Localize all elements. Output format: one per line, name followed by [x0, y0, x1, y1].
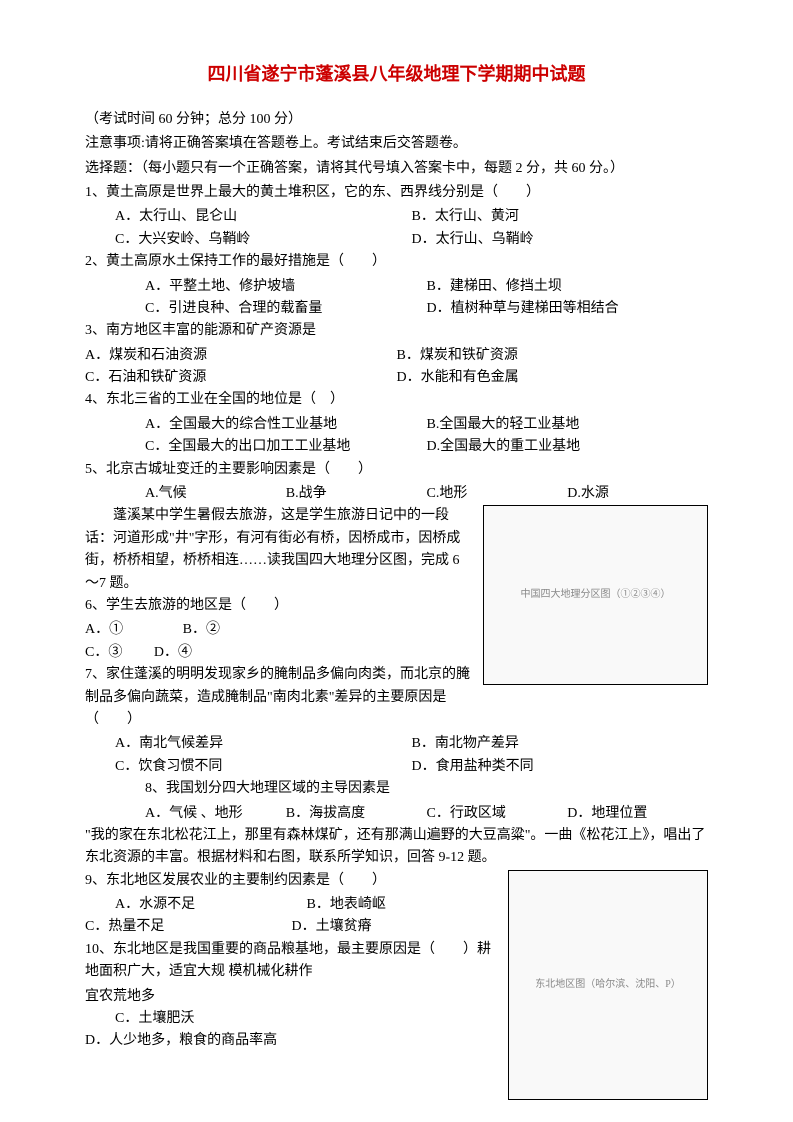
q9-options-cd: C．热量不足 D．土壤贫瘠: [85, 916, 498, 938]
q4-c: C．全国最大的出口加工工业基地: [145, 436, 427, 458]
q8-c: C．行政区域: [427, 803, 568, 825]
q7-c: C．饮食习惯不同: [115, 756, 412, 778]
q5-stem: 5、北京古城址变迁的主要影响因素是（ ）: [85, 459, 708, 481]
q9-a: A．水源不足: [115, 894, 307, 916]
q9-b: B．地表崎岖: [307, 894, 499, 916]
q2-stem: 2、黄土高原水土保持工作的最好措施是（ ）: [85, 251, 708, 273]
q3-stem: 3、南方地区丰富的能源和矿产资源是: [85, 320, 708, 342]
q2-options: A．平整土地、修护坡墙 B．建梯田、修挡土坝 C．引进良种、合理的载畜量 D．植…: [85, 276, 708, 321]
q8-options: A．气候 、地形 B．海拔高度 C．行政区域 D．地理位置: [85, 803, 708, 825]
q9-d: D．土壤贫瘠: [292, 916, 499, 938]
q3-a: A．煤炭和石油资源: [85, 345, 397, 367]
q1-a: A．太行山、昆仑山: [115, 206, 412, 228]
q5-a: A.气候: [145, 483, 286, 505]
q4-options: A．全国最大的综合性工业基地 B.全国最大的轻工业基地 C．全国最大的出口加工工…: [85, 414, 708, 459]
q4-a: A．全国最大的综合性工业基地: [145, 414, 427, 436]
passage-2: "我的家在东北松花江上，那里有森林煤矿，还有那满山遍野的大豆高粱"。一曲《松花江…: [85, 825, 708, 870]
q2-d: D．植树种草与建梯田等相结合: [427, 298, 709, 320]
q4-b: B.全国最大的轻工业基地: [427, 414, 709, 436]
page-title: 四川省遂宁市蓬溪县八年级地理下学期期中试题: [85, 60, 708, 89]
q5-d: D.水源: [567, 483, 708, 505]
q5-b: B.战争: [286, 483, 427, 505]
q2-c: C．引进良种、合理的载畜量: [145, 298, 427, 320]
q9-c: C．热量不足: [85, 916, 292, 938]
q4-stem: 4、东北三省的工业在全国的地位是（ ）: [85, 389, 708, 411]
q4-d: D.全国最大的重工业基地: [427, 436, 709, 458]
q7-b: B．南北物产差异: [412, 733, 709, 755]
q7-d: D．食用盐种类不同: [412, 756, 709, 778]
q1-d: D．太行山、乌鞘岭: [412, 229, 709, 251]
q8-b: B．海拔高度: [286, 803, 427, 825]
q8-d: D．地理位置: [567, 803, 708, 825]
q1-options: A．太行山、昆仑山 B．太行山、黄河 C．大兴安岭、乌鞘岭 D．太行山、乌鞘岭: [85, 206, 708, 251]
q3-options: A．煤炭和石油资源 B．煤炭和铁矿资源 C．石油和铁矿资源 D．水能和有色金属: [85, 345, 708, 390]
northeast-map: 东北地区图（哈尔滨、沈阳、P）: [508, 870, 708, 1100]
q1-c: C．大兴安岭、乌鞘岭: [115, 229, 412, 251]
q7-a: A．南北气候差异: [115, 733, 412, 755]
mc-header: 选择题：（每小题只有一个正确答案，请将其代号填入答案卡中，每题 2 分，共 60…: [85, 158, 708, 180]
q9-options-ab: A．水源不足 B．地表崎岖: [85, 894, 498, 916]
q5-options: A.气候 B.战争 C.地形 D.水源: [85, 483, 708, 505]
notice: 注意事项:请将正确答案填在答题卷上。考试结束后交答题卷。: [85, 133, 708, 155]
q1-stem: 1、黄土高原是世界上最大的黄土堆积区，它的东、西界线分别是（ ）: [85, 182, 708, 204]
q7-options: A．南北气候差异 B．南北物产差异 C．饮食习惯不同 D．食用盐种类不同: [85, 733, 708, 778]
q1-b: B．太行山、黄河: [412, 206, 709, 228]
q3-d: D．水能和有色金属: [397, 367, 709, 389]
q8-stem: 8、我国划分四大地理区域的主导因素是: [85, 778, 708, 800]
q3-b: B．煤炭和铁矿资源: [397, 345, 709, 367]
q3-c: C．石油和铁矿资源: [85, 367, 397, 389]
q2-b: B．建梯田、修挡土坝: [427, 276, 709, 298]
q5-c: C.地形: [427, 483, 568, 505]
china-regions-map: 中国四大地理分区图（①②③④）: [483, 505, 708, 685]
q2-a: A．平整土地、修护坡墙: [145, 276, 427, 298]
exam-info: （考试时间 60 分钟；总分 100 分）: [85, 109, 708, 131]
q8-a: A．气候 、地形: [145, 803, 286, 825]
